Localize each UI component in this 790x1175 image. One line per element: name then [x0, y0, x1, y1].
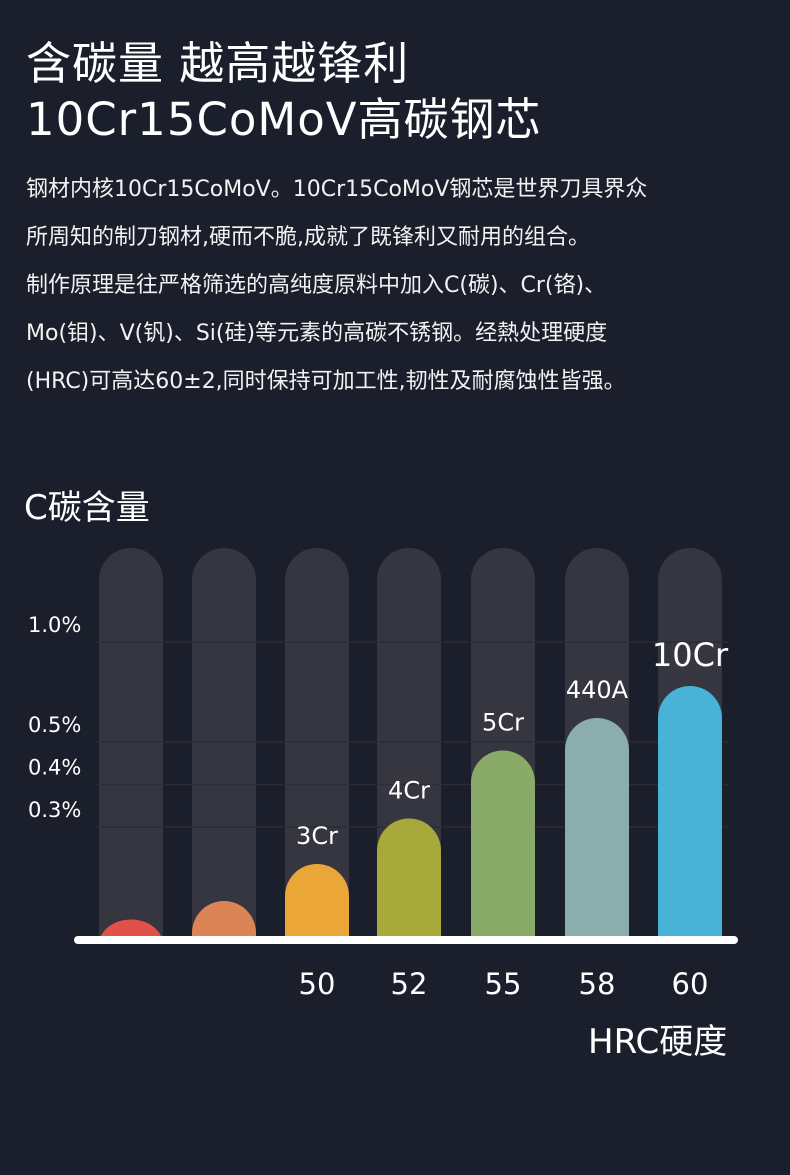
y-tick-label-1: 1.0%: [28, 613, 81, 637]
intro-line-4: Mo(钼)、V(钒)、Si(硅)等元素的高碳不锈钢。经熱处理硬度: [26, 321, 608, 346]
chart-title: C碳含量: [24, 488, 150, 528]
bar-4: [377, 818, 441, 970]
bar-track-2: [192, 548, 256, 970]
y-tick-label-4: 0.3%: [28, 798, 81, 822]
intro-text: 钢材内核10Cr15CoMoV。10Cr15CoMoV钢芯是世界刀具界众 所周知…: [26, 166, 766, 406]
x-tick-label-6: 58: [579, 967, 616, 1001]
x-tick-label-5: 55: [485, 967, 522, 1001]
bar-track-1: [99, 548, 163, 970]
headline: 含碳量 越高越锋利 10Cr15CoMoV高碳钢芯: [26, 36, 542, 148]
bar-label-5: 5Cr: [482, 709, 524, 737]
bar-5: [471, 750, 535, 970]
intro-line-2: 所周知的制刀钢材,硬而不脆,成就了既锋利又耐用的组合。: [26, 225, 590, 250]
bar-label-3: 3Cr: [296, 822, 338, 850]
intro-line-3: 制作原理是往严格筛选的高纯度原料中加入C(碳)、Cr(铬)、: [26, 273, 607, 298]
y-tick-label-3: 0.4%: [28, 756, 81, 780]
bar-7: [658, 686, 722, 970]
x-tick-label-4: 52: [391, 967, 428, 1001]
intro-line-5: (HRC)可高达60±2,同时保持可加工性,韧性及耐腐蚀性皆强。: [26, 369, 626, 394]
y-tick-label-2: 0.5%: [28, 713, 81, 737]
x-tick-label-3: 50: [299, 967, 336, 1001]
baseline-mask: [0, 940, 790, 1000]
headline-line-2: 10Cr15CoMoV高碳钢芯: [26, 93, 542, 146]
headline-line-1: 含碳量 越高越锋利: [26, 37, 410, 90]
bar-label-7: 10Cr: [652, 636, 729, 674]
bar-6: [565, 718, 629, 970]
bar-label-6: 440A: [566, 676, 629, 704]
x-tick-label-7: 60: [672, 967, 709, 1001]
bar-label-4: 4Cr: [388, 777, 430, 805]
bar-track-3: [285, 548, 349, 970]
x-axis-label: HRC硬度: [588, 1022, 728, 1062]
intro-line-1: 钢材内核10Cr15CoMoV。10Cr15CoMoV钢芯是世界刀具界众: [26, 177, 648, 202]
